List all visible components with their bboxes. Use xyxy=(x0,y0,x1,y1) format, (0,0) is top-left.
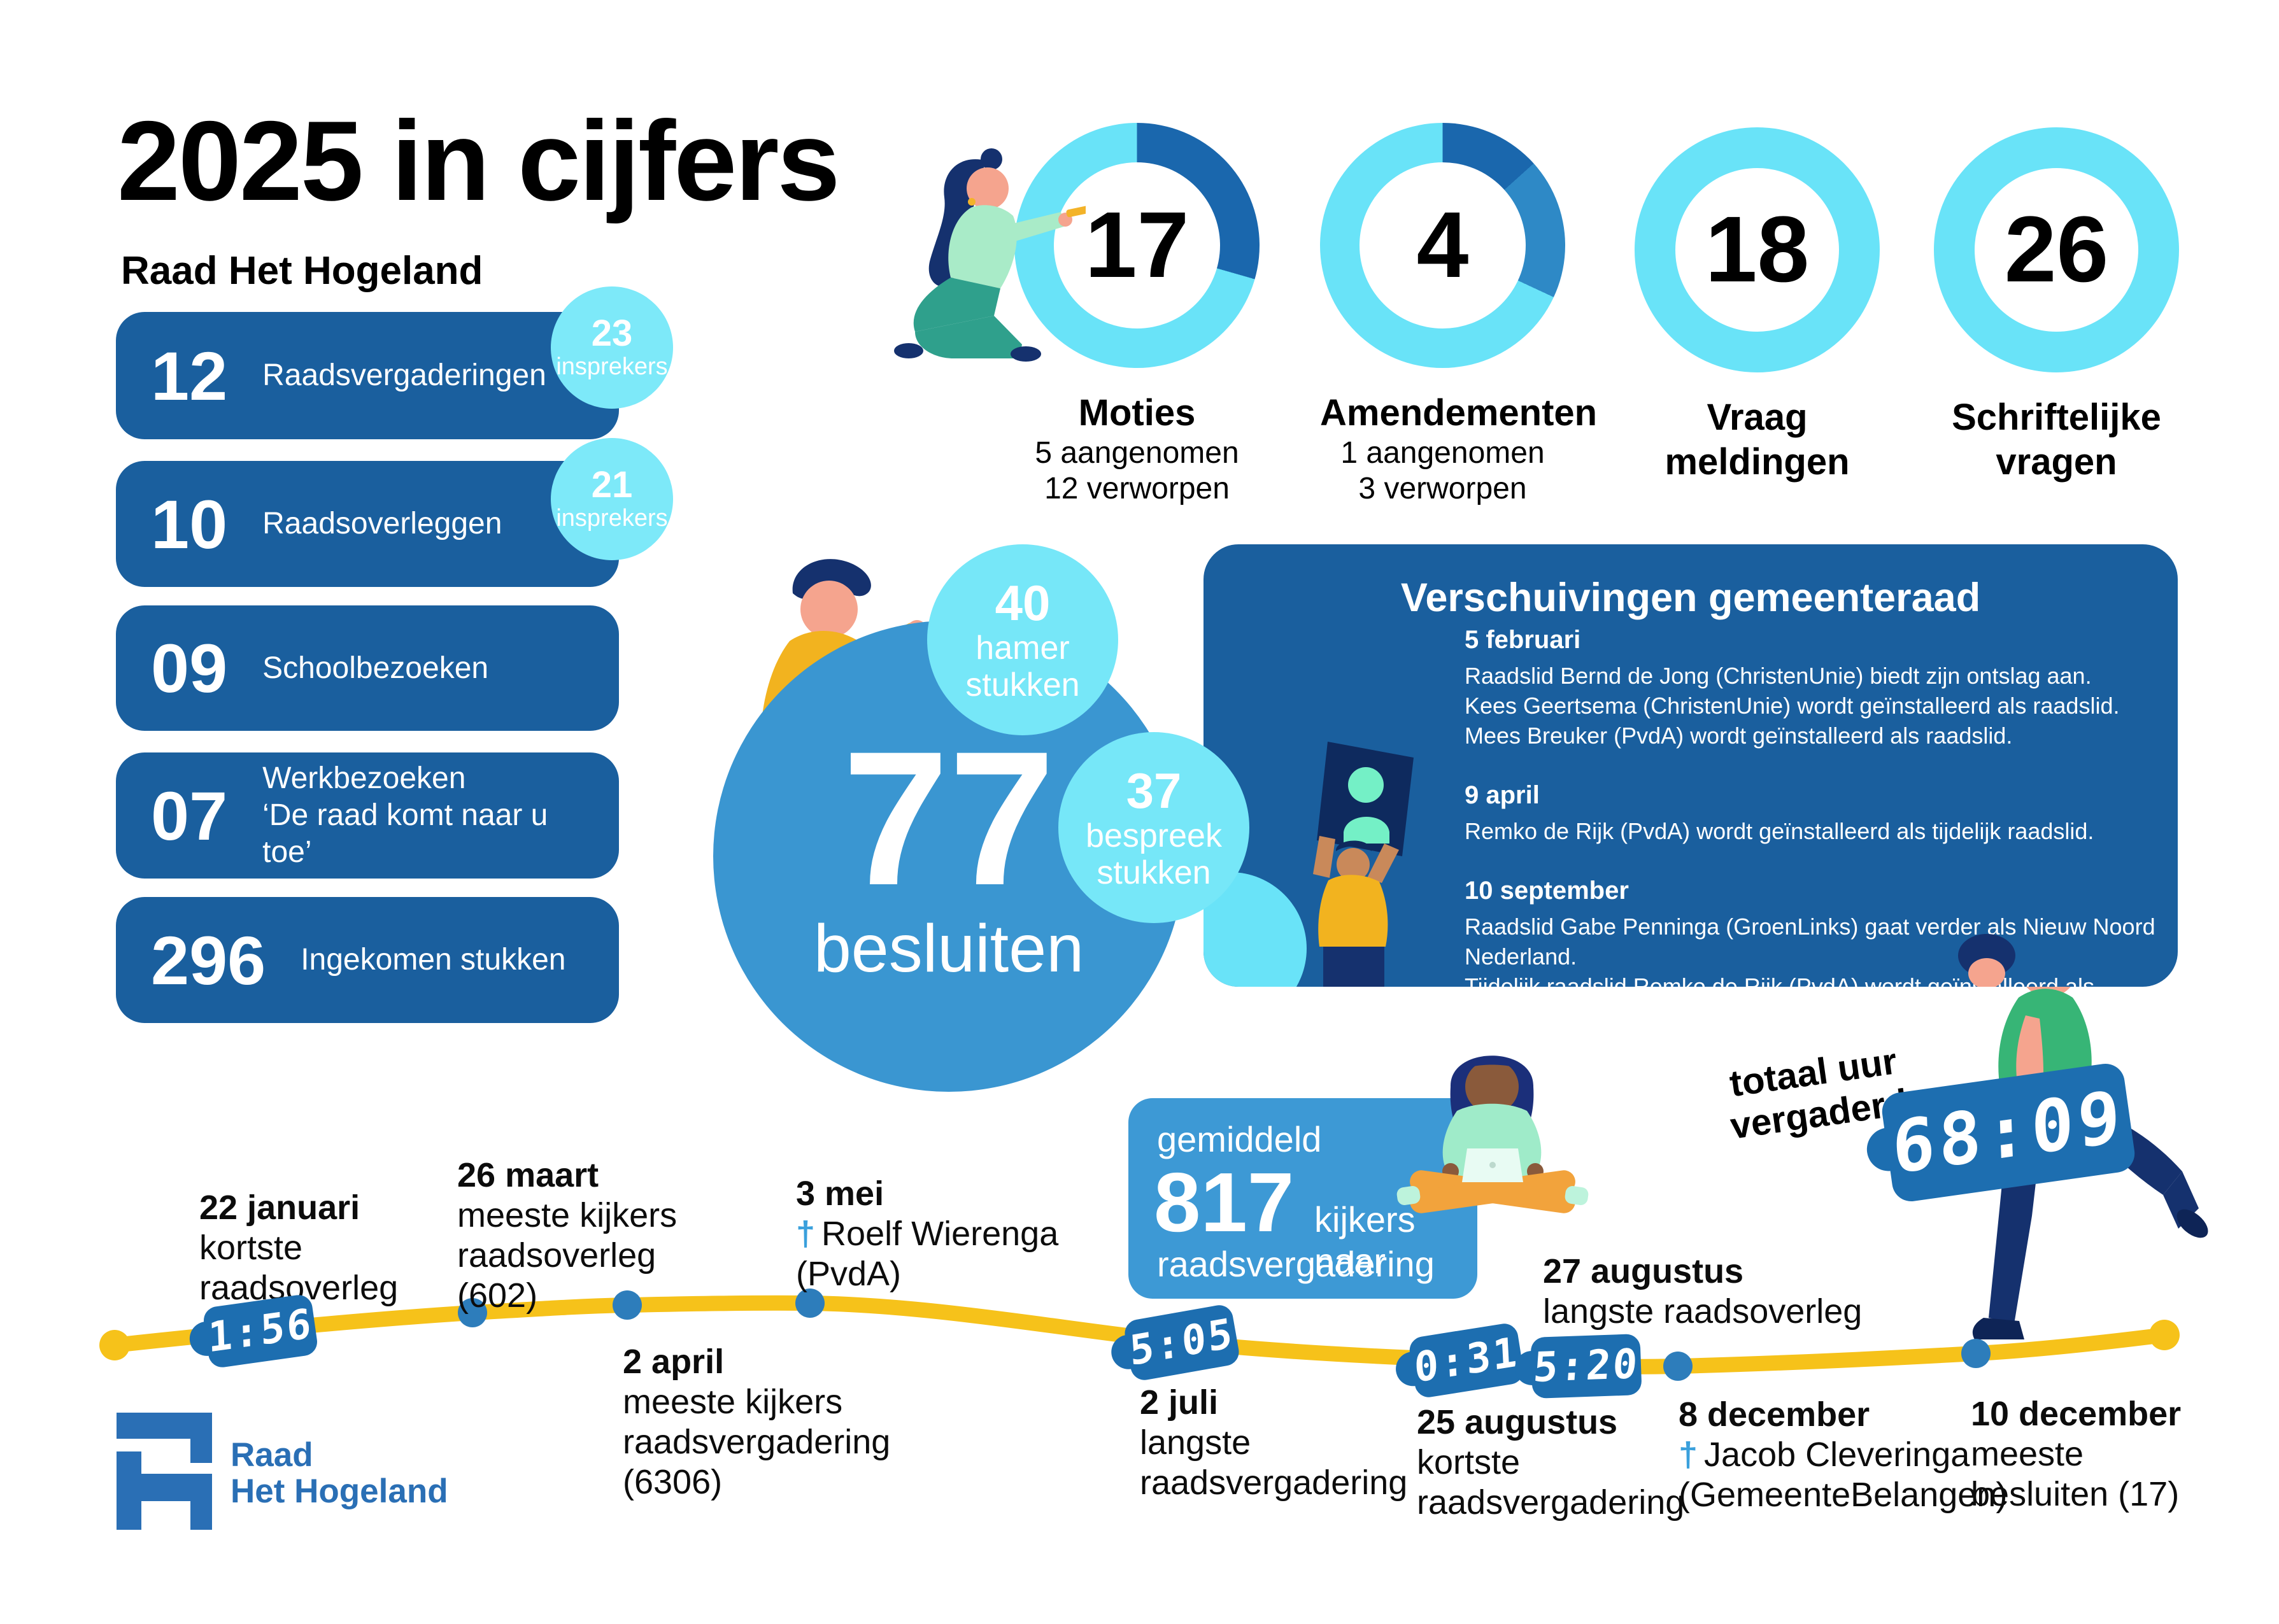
stat-card-schoolbezoeken: 09 Schoolbezoeken xyxy=(116,605,619,731)
deceased-cross-icon: † xyxy=(796,1215,816,1253)
schriftelijke-vragen-total: 26 xyxy=(2004,197,2109,302)
timeline-dot-8-december xyxy=(1663,1352,1693,1381)
moties-donut-chart: 17 xyxy=(1014,123,1260,368)
raad-het-hogeland-logo xyxy=(117,1413,212,1530)
stat-label: Ingekomen stukken xyxy=(301,943,566,977)
amendementen-donut-chart: 4 xyxy=(1320,123,1565,368)
moties-chart-group: 17 Moties 5 aangenomen 12 verworpen xyxy=(1014,123,1260,507)
event-10-december: 10 december meeste besluiten (17) xyxy=(1971,1395,2182,1513)
insprekers-badge: 21 insprekers xyxy=(551,438,673,560)
insprekers-badge: 23 insprekers xyxy=(551,286,673,409)
clock-langste-raadsoverleg: 5:20 xyxy=(1530,1334,1642,1399)
timeline-dot-10-december xyxy=(1961,1339,1991,1368)
stat-value: 296 xyxy=(151,921,266,999)
event-3-mei: 3 mei † Roelf Wierenga (PvdA) xyxy=(796,1175,1059,1293)
peeking-person-illustration xyxy=(1958,934,2015,987)
person-laptop-illustration xyxy=(1396,1056,1589,1213)
person-writing-illustration xyxy=(894,148,1086,362)
stat-label: Raadsvergaderingen xyxy=(262,358,546,392)
stat-label: Raadsoverleggen xyxy=(262,507,502,540)
bespreekstukken-bubble: 37 bespreek stukken xyxy=(1058,732,1249,923)
panel-text-column: 5 februari Raadslid Bernd de Jong (Chris… xyxy=(1465,626,2159,987)
moties-aangenomen: 5 aangenomen xyxy=(1035,436,1239,470)
schriftelijke-vragen-ring: 26 xyxy=(1934,127,2179,372)
event-22-januari: 22 januari kortste raadsoverleg xyxy=(199,1189,399,1307)
stat-card-raadsvergaderingen: 12 Raadsvergaderingen xyxy=(116,312,619,439)
amendementen-label: Amendementen xyxy=(1320,392,1598,434)
page-title: 2025 in cijfers xyxy=(117,97,841,224)
vraagmeldingen-total: 18 xyxy=(1705,197,1810,302)
schriftelijke-vragen-chart-group: 26 Schriftelijke vragen xyxy=(1934,127,2179,484)
vraagmeldingen-chart-group: 18 Vraag meldingen xyxy=(1635,127,1880,484)
section-date: 10 september xyxy=(1465,877,1629,905)
timeline-end-dot xyxy=(2149,1320,2180,1350)
event-25-augustus: 25 augustus kortste raadsvergadering xyxy=(1417,1403,1685,1522)
page-subtitle: Raad Het Hogeland xyxy=(121,249,483,293)
logo-text-line2: Het Hogeland xyxy=(231,1472,448,1510)
amendementen-chart-group: 4 Amendementen 1 aangenomen 3 verworpen xyxy=(1320,123,1598,507)
stat-label: Schoolbezoeken xyxy=(262,651,489,685)
hamerstukken-bubble: 40 hamer stukken xyxy=(927,544,1118,735)
kijkers-value: 817 xyxy=(1154,1155,1295,1249)
timeline-start-dot xyxy=(99,1330,130,1360)
besluiten-total: 77 xyxy=(842,711,1055,925)
moties-verworpen: 12 verworpen xyxy=(1044,472,1230,505)
event-26-maart: 26 maart meeste kijkers raadsoverleg (60… xyxy=(457,1156,678,1315)
deceased-cross-icon: † xyxy=(1679,1436,1698,1474)
moties-total: 17 xyxy=(1084,193,1189,297)
stat-value: 12 xyxy=(151,337,228,414)
besluiten-label: besluiten xyxy=(813,911,1084,986)
timeline-dot-2-april xyxy=(613,1290,642,1320)
event-27-augustus: 27 augustus langste raadsoverleg xyxy=(1543,1252,1863,1331)
amendementen-total: 4 xyxy=(1416,193,1469,297)
event-8-december: 8 december † Jacob Cleveringa (GemeenteBe… xyxy=(1679,1395,2008,1514)
moties-label: Moties xyxy=(1078,392,1196,434)
stat-card-raadsoverleggen: 10 Raadsoverleggen xyxy=(116,461,619,587)
event-2-juli: 2 juli langste raadsvergadering xyxy=(1140,1383,1408,1502)
section-date: 5 februari xyxy=(1465,626,1581,654)
amendementen-aangenomen: 1 aangenomen xyxy=(1340,436,1545,470)
event-2-april: 2 april meeste kijkers raadsvergadering … xyxy=(623,1343,891,1501)
stat-value: 09 xyxy=(151,630,228,707)
person-hanging-portrait-illustration xyxy=(1313,742,1414,987)
stat-value: 10 xyxy=(151,485,228,563)
stat-card-werkbezoeken: 07 Werkbezoeken ‘De raad komt naar u toe… xyxy=(116,752,619,879)
verschuivingen-panel: Verschuivingen gemeenteraad 5 februari R… xyxy=(1203,544,2178,987)
timeline-dot-3-mei xyxy=(795,1289,825,1318)
panel-title: Verschuivingen gemeenteraad xyxy=(1400,575,1981,620)
vraagmeldingen-ring: 18 xyxy=(1635,127,1880,372)
logo-text-line1: Raad xyxy=(231,1436,313,1474)
stat-value: 07 xyxy=(151,777,228,854)
section-date: 9 april xyxy=(1465,781,1540,809)
stat-card-ingekomen-stukken: 296 Ingekomen stukken xyxy=(116,897,619,1023)
stat-label: Werkbezoeken ‘De raad komt naar u toe’ xyxy=(262,761,548,869)
timeline-dot-26-maart xyxy=(458,1298,487,1327)
amendementen-verworpen: 3 verworpen xyxy=(1358,472,1527,505)
